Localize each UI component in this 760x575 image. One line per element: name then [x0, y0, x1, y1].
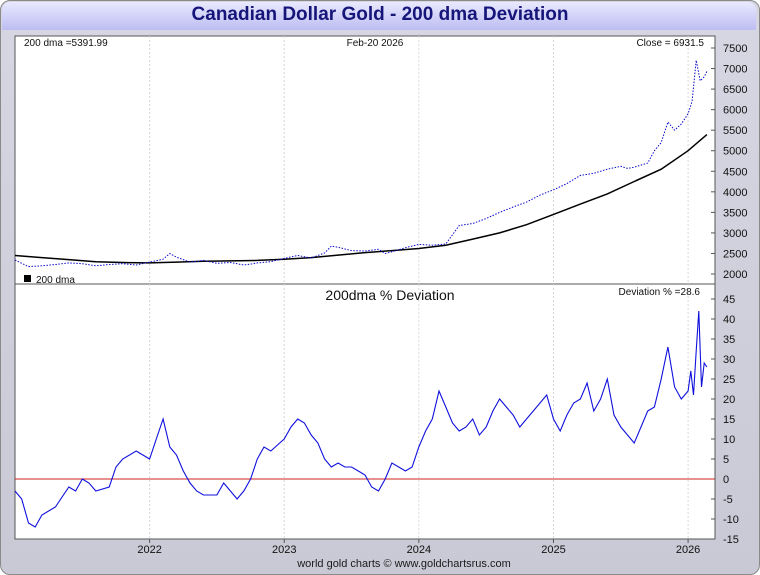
price-ytick-label: 2000 — [723, 269, 747, 281]
legend-label: 200 dma — [36, 275, 75, 286]
title-bar — [2, 2, 756, 30]
deviation-ytick-label: 25 — [723, 374, 735, 386]
deviation-ytick-label: 20 — [723, 394, 735, 406]
plot-border — [14, 35, 716, 540]
price-ytick-label: 6000 — [723, 105, 747, 117]
price-ytick-label: 7000 — [723, 64, 747, 76]
price-ytick-label: 5500 — [723, 125, 747, 137]
deviation-ytick-label: 35 — [723, 334, 735, 346]
deviation-ytick-label: -10 — [723, 514, 739, 526]
xtick-label: 2023 — [272, 544, 296, 556]
price-ytick-label: 2500 — [723, 248, 747, 260]
xtick-label: 2022 — [137, 544, 161, 556]
price-ytick-label: 3000 — [723, 228, 747, 240]
deviation-series-line — [14, 310, 708, 528]
xtick-label: 2026 — [676, 544, 700, 556]
deviation-ytick-label: 5 — [723, 454, 729, 466]
deviation-ytick-label: 30 — [723, 354, 735, 366]
x-tick-layer: 2022 2023 2024 2025 2026 — [137, 539, 700, 556]
date-readout: Feb-20 2026 — [347, 38, 404, 49]
xtick-label: 2024 — [407, 544, 431, 556]
deviation-ytick-label: 45 — [723, 294, 735, 306]
price-ytick-label: 5000 — [723, 146, 747, 158]
price-ytick-label: 4000 — [723, 187, 747, 199]
deviation-ytick-label: -15 — [723, 534, 739, 546]
deviation-ytick-label: 15 — [723, 414, 735, 426]
xtick-label: 2025 — [541, 544, 565, 556]
dma-readout: 200 dma =5391.99 — [24, 38, 108, 49]
deviation-ytick-label: 40 — [723, 314, 735, 326]
deviation-ytick-label: 10 — [723, 434, 735, 446]
legend-swatch — [24, 275, 31, 282]
deviation-ytick-label: -5 — [723, 494, 733, 506]
price-ytick-label: 4500 — [723, 166, 747, 178]
dma-series-line — [14, 134, 708, 264]
close-series-line — [14, 60, 708, 268]
y-tick-layer: 7500 7000 6500 6000 5500 5000 4500 4000 3500 3000… — [711, 43, 747, 546]
price-ytick-label: 6500 — [723, 84, 747, 96]
chart-title: Canadian Dollar Gold - 200 dma Deviation — [191, 4, 569, 25]
footer-credit: world gold charts © www.goldchartsrus.co… — [297, 558, 511, 570]
deviation-ytick-label: 0 — [723, 474, 729, 486]
deviation-panel-title: 200dma % Deviation — [325, 287, 454, 303]
deviation-readout: Deviation % =28.6 — [619, 287, 701, 298]
close-readout: Close = 6931.5 — [636, 38, 704, 49]
price-ytick-label: 3500 — [723, 207, 747, 219]
price-ytick-label: 7500 — [723, 43, 747, 55]
